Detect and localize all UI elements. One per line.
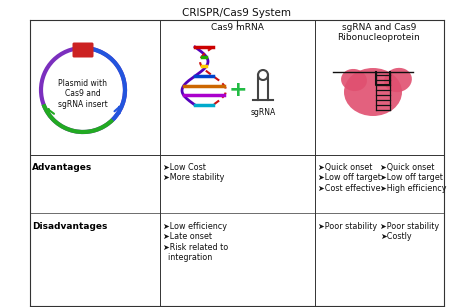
Text: Disadvantages: Disadvantages bbox=[32, 222, 108, 231]
Text: ➤Quick onset
➤Low off target
➤High efficiency: ➤Quick onset ➤Low off target ➤High effic… bbox=[380, 163, 447, 193]
Text: +: + bbox=[228, 80, 247, 100]
Text: CRISPR/Cas9 System: CRISPR/Cas9 System bbox=[182, 8, 292, 18]
FancyBboxPatch shape bbox=[73, 42, 93, 57]
Ellipse shape bbox=[341, 69, 367, 91]
Text: Cas9 mRNA: Cas9 mRNA bbox=[210, 23, 264, 32]
Text: sgRNA: sgRNA bbox=[250, 108, 275, 117]
Text: ➤Poor stability: ➤Poor stability bbox=[318, 222, 377, 231]
Text: Plasmid with
Cas9 and
sgRNA insert: Plasmid with Cas9 and sgRNA insert bbox=[58, 79, 108, 109]
Ellipse shape bbox=[384, 68, 412, 92]
Text: Advantages: Advantages bbox=[32, 163, 92, 172]
Text: sgRNA and Cas9
Ribonucleoprotein: sgRNA and Cas9 Ribonucleoprotein bbox=[337, 23, 420, 42]
Text: ➤Poor stability
➤Costly: ➤Poor stability ➤Costly bbox=[380, 222, 439, 241]
Text: ➤Low Cost
➤More stability: ➤Low Cost ➤More stability bbox=[163, 163, 224, 182]
Text: ➤Low efficiency
➤Late onset
➤Risk related to
  integration: ➤Low efficiency ➤Late onset ➤Risk relate… bbox=[163, 222, 228, 262]
Text: ➤Quick onset
➤Low off target
➤Cost effective: ➤Quick onset ➤Low off target ➤Cost effec… bbox=[318, 163, 381, 193]
Ellipse shape bbox=[344, 68, 402, 116]
